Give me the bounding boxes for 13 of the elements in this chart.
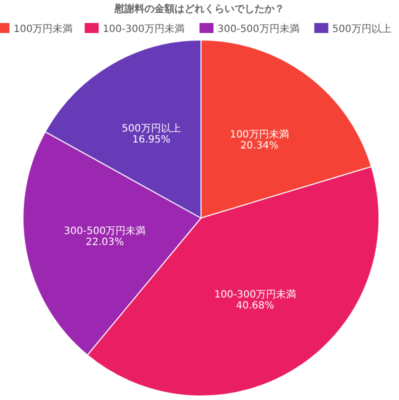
data-label: 16.95% [132,134,170,146]
data-label: 22.03% [86,237,124,248]
legend-label: 500万円以上 [332,23,392,35]
slice-label: 100-300万円未満 [214,288,296,301]
slice-label: 300-500万円未満 [64,225,146,238]
data-label: 40.68% [236,300,274,312]
slice-label: 500万円以上 [122,122,181,135]
chart-title: 慰謝料の金額はどれくらいでしたか？ [114,3,284,15]
data-label: 20.34% [240,140,278,152]
slice-label: 100万円未満 [230,128,289,140]
legend-label: 100万円未満 [14,23,73,35]
legend-label: 100-300万円未満 [102,23,184,35]
legend-label: 300-500万円未満 [218,23,300,35]
